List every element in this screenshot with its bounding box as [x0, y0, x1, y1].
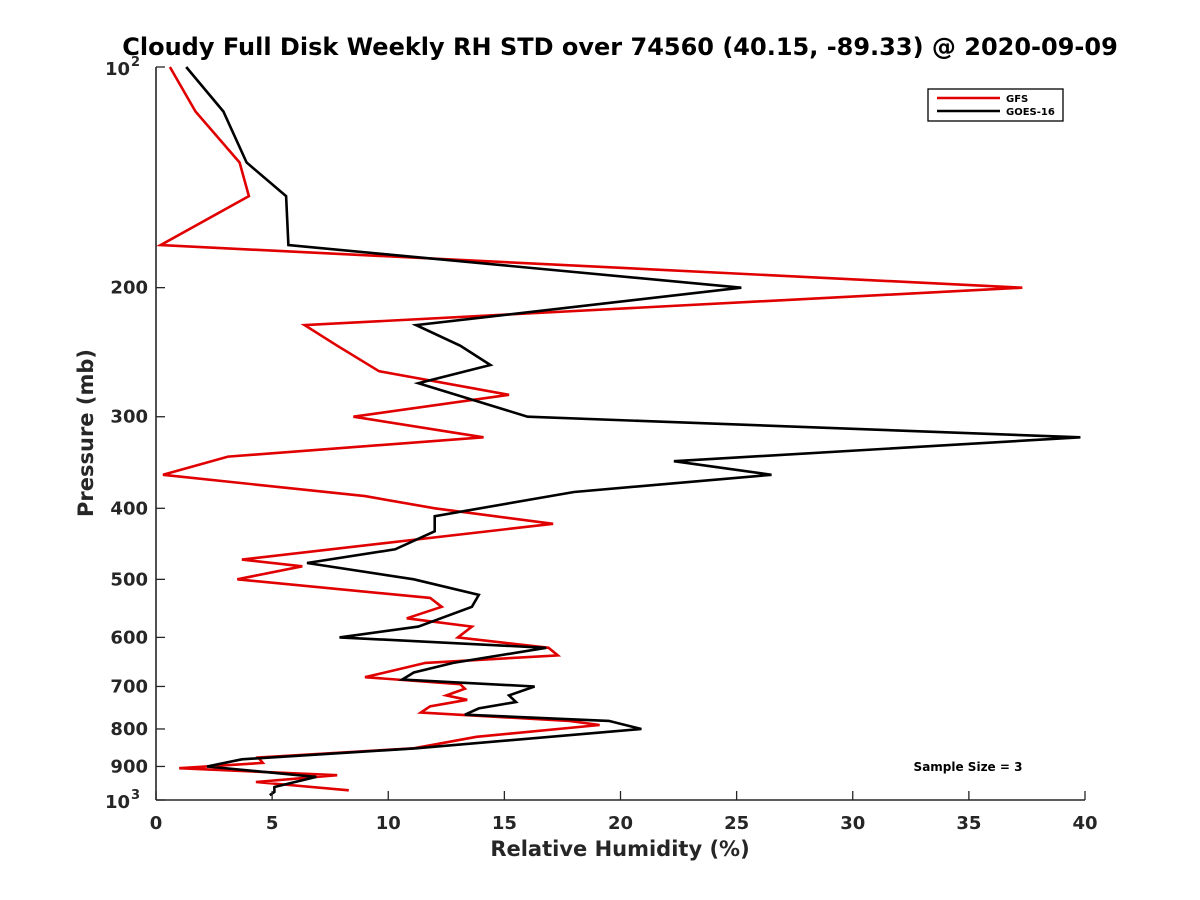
- y-axis-label: Pressure (mb): [74, 349, 98, 517]
- x-tick-label: 0: [150, 813, 163, 834]
- x-tick-label: 15: [492, 813, 517, 834]
- x-tick-label: 10: [376, 813, 401, 834]
- y-tick-label: 800: [110, 719, 148, 740]
- y-tick-label: 400: [110, 498, 148, 519]
- y-tick-label: 600: [110, 627, 148, 648]
- x-tick-label: 5: [266, 813, 279, 834]
- legend-box: [927, 88, 1064, 122]
- chart-title: Cloudy Full Disk Weekly RH STD over 7456…: [122, 33, 1118, 61]
- legend-label-goes-16: GOES-16: [1006, 107, 1055, 118]
- y-tick-label: 900: [110, 756, 148, 777]
- y-tick-label: 10: [105, 59, 130, 80]
- series-line-gfs: [155, 66, 1023, 792]
- legend-label-gfs: GFS: [1006, 94, 1028, 105]
- x-tick-label: 20: [608, 813, 633, 834]
- x-tick-label: 25: [724, 813, 749, 834]
- y-tick-label-exponent: 2: [131, 55, 140, 70]
- plot-area: [156, 67, 1085, 800]
- series-line-goes-16: [185, 66, 1081, 797]
- y-tick-label: 200: [110, 278, 148, 299]
- y-tick-label: 300: [110, 407, 148, 428]
- x-tick-label: 30: [840, 813, 865, 834]
- x-tick-label: 35: [956, 813, 981, 834]
- x-axis-label: Relative Humidity (%): [490, 837, 749, 861]
- y-tick-label: 500: [110, 569, 148, 590]
- y-tick-label: 700: [110, 676, 148, 697]
- legend: GFS GOES-16: [927, 88, 1064, 122]
- series-layer: [155, 66, 1081, 797]
- sample-size-annotation: Sample Size = 3: [914, 760, 1023, 774]
- x-tick-label: 40: [1072, 813, 1097, 834]
- y-tick-label-exponent: 3: [131, 788, 140, 803]
- y-tick-label: 10: [105, 792, 130, 813]
